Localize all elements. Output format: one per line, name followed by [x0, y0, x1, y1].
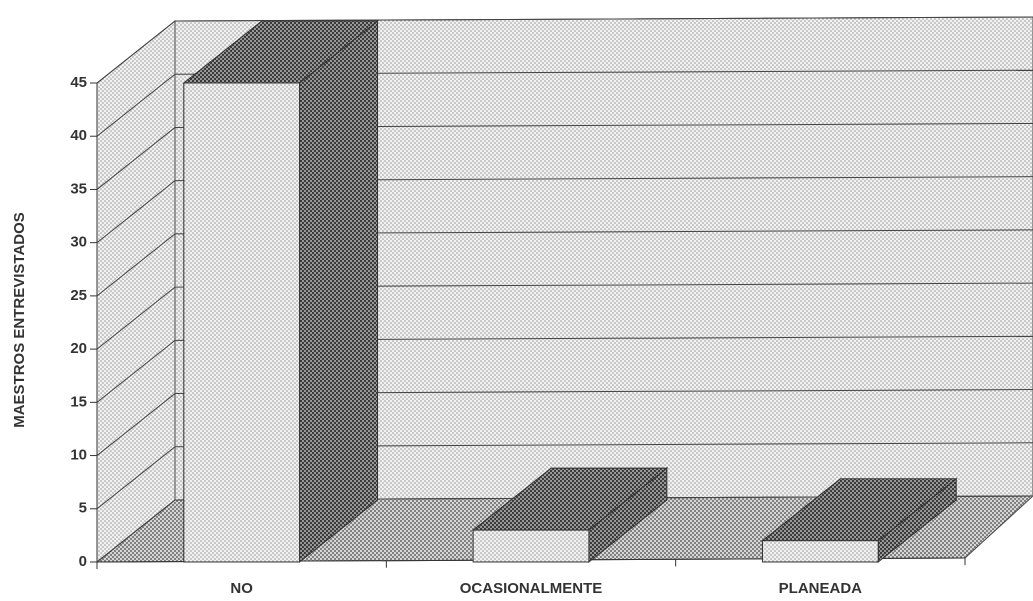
x-tick-label: PLANEADA — [779, 580, 863, 597]
left-wall — [96, 19, 176, 564]
grid-line — [96, 233, 176, 297]
grid-line — [96, 286, 176, 350]
y-tick-label: 20 — [70, 340, 87, 357]
grid-line — [96, 180, 176, 244]
y-tick-label: 30 — [70, 234, 87, 251]
grid-line — [96, 73, 176, 137]
y-tick-label: 25 — [70, 287, 87, 304]
y-tick-label: 15 — [70, 393, 87, 410]
grid-line — [96, 499, 176, 563]
y-tick-label: 5 — [79, 500, 87, 517]
grid-line — [96, 339, 176, 403]
bar — [183, 82, 301, 563]
y-axis-label: MAESTROS ENTREVISTADOS — [11, 212, 28, 428]
y-tick-label: 35 — [70, 180, 87, 197]
grid-line — [96, 20, 176, 84]
grid-line — [96, 446, 176, 510]
bar — [761, 540, 879, 563]
y-tick-label: 40 — [70, 127, 87, 144]
bar-side — [299, 19, 379, 564]
bar — [472, 529, 590, 563]
x-tick-label: OCASIONALMENTE — [460, 580, 603, 597]
y-tick-label: 0 — [79, 553, 87, 570]
x-tick-label: NO — [230, 580, 253, 597]
grid-line — [174, 16, 1033, 22]
grid-line — [96, 393, 176, 456]
y-tick-label: 10 — [70, 447, 87, 464]
y-tick-label: 45 — [70, 74, 87, 91]
grid-line — [96, 127, 176, 190]
